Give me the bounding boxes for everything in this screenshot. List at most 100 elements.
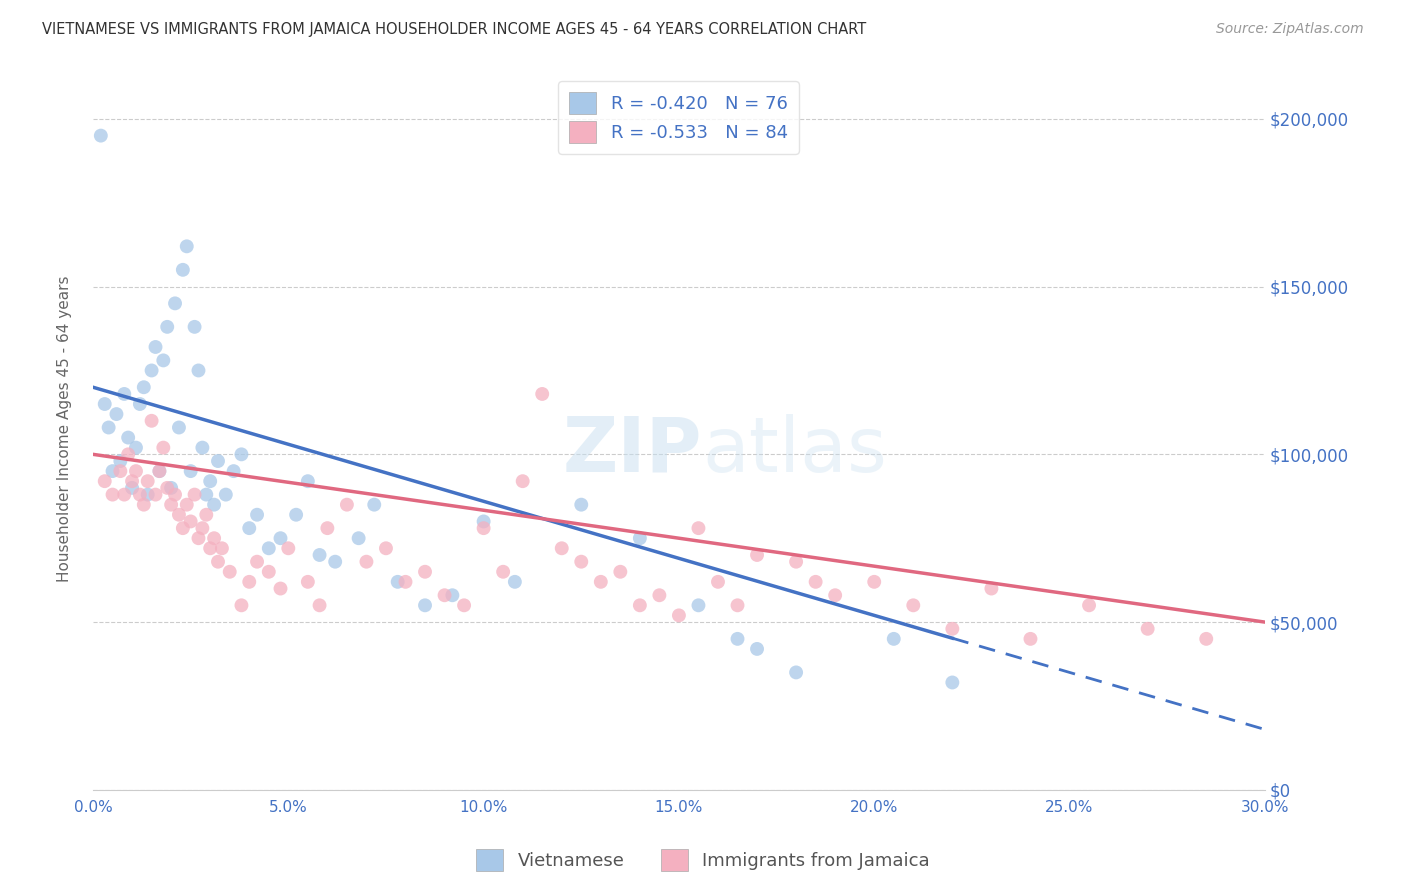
Text: ZIP: ZIP: [562, 414, 703, 488]
Point: [202, 498, 225, 512]
Point: [215, 487, 238, 501]
Point: [148, 464, 170, 478]
Point: [160, 481, 183, 495]
Point: [117, 447, 139, 461]
Point: [356, 555, 378, 569]
Point: [257, 541, 280, 556]
Point: [180, 515, 202, 529]
Point: [609, 565, 631, 579]
Point: [804, 574, 827, 589]
Point: [980, 582, 1002, 596]
Point: [141, 414, 163, 428]
Point: [883, 632, 905, 646]
Point: [128, 487, 150, 501]
Point: [277, 541, 299, 556]
Legend: R = -0.420   N = 76, R = -0.533   N = 84: R = -0.420 N = 76, R = -0.533 N = 84: [558, 81, 799, 154]
Point: [824, 588, 846, 602]
Legend: Vietnamese, Immigrants from Jamaica: Vietnamese, Immigrants from Jamaica: [470, 842, 936, 879]
Point: [222, 464, 245, 478]
Point: [202, 531, 225, 545]
Point: [218, 565, 240, 579]
Point: [668, 608, 690, 623]
Point: [363, 498, 385, 512]
Point: [941, 675, 963, 690]
Point: [141, 363, 163, 377]
Point: [112, 387, 135, 401]
Point: [136, 487, 159, 501]
Point: [101, 464, 124, 478]
Point: [433, 588, 456, 602]
Point: [472, 521, 495, 535]
Point: [101, 487, 124, 501]
Point: [191, 521, 214, 535]
Point: [238, 574, 260, 589]
Point: [231, 599, 253, 613]
Point: [128, 397, 150, 411]
Point: [187, 363, 209, 377]
Point: [125, 441, 148, 455]
Point: [270, 582, 292, 596]
Point: [257, 565, 280, 579]
Point: [270, 531, 292, 545]
Point: [180, 464, 202, 478]
Point: [347, 531, 370, 545]
Point: [160, 498, 183, 512]
Point: [136, 474, 159, 488]
Point: [727, 632, 749, 646]
Point: [323, 555, 346, 569]
Point: [97, 420, 120, 434]
Point: [413, 565, 436, 579]
Point: [285, 508, 308, 522]
Point: [207, 555, 229, 569]
Point: [441, 588, 464, 602]
Point: [492, 565, 515, 579]
Point: [187, 531, 209, 545]
Point: [198, 474, 221, 488]
Point: [172, 521, 194, 535]
Point: [198, 541, 221, 556]
Point: [316, 521, 339, 535]
Point: [176, 239, 198, 253]
Point: [863, 574, 886, 589]
Point: [163, 296, 186, 310]
Point: [163, 487, 186, 501]
Point: [105, 407, 128, 421]
Point: [394, 574, 416, 589]
Point: [308, 599, 330, 613]
Point: [207, 454, 229, 468]
Point: [238, 521, 260, 535]
Point: [707, 574, 730, 589]
Point: [569, 498, 592, 512]
Point: [1019, 632, 1042, 646]
Point: [112, 487, 135, 501]
Point: [688, 599, 710, 613]
Point: [183, 487, 205, 501]
Point: [156, 319, 179, 334]
Point: [246, 508, 269, 522]
Point: [145, 340, 167, 354]
Point: [156, 481, 179, 495]
Point: [375, 541, 398, 556]
Point: [745, 641, 768, 656]
Text: Source: ZipAtlas.com: Source: ZipAtlas.com: [1216, 22, 1364, 37]
Point: [785, 665, 807, 680]
Point: [745, 548, 768, 562]
Point: [1078, 599, 1101, 613]
Point: [688, 521, 710, 535]
Point: [132, 380, 155, 394]
Point: [110, 454, 132, 468]
Point: [387, 574, 409, 589]
Point: [152, 441, 174, 455]
Point: [589, 574, 612, 589]
Text: atlas: atlas: [703, 414, 887, 488]
Point: [191, 441, 214, 455]
Point: [297, 474, 319, 488]
Point: [512, 474, 534, 488]
Point: [132, 498, 155, 512]
Point: [148, 464, 170, 478]
Point: [121, 474, 143, 488]
Y-axis label: Householder Income Ages 45 - 64 years: Householder Income Ages 45 - 64 years: [58, 276, 72, 582]
Point: [110, 464, 132, 478]
Point: [172, 262, 194, 277]
Point: [413, 599, 436, 613]
